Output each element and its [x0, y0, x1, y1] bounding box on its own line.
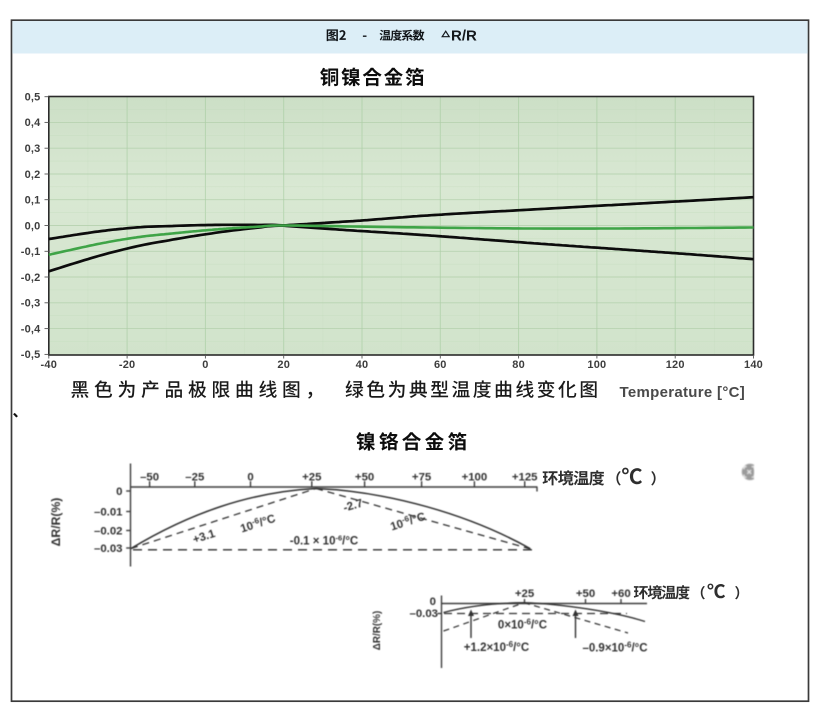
svg-text:–0.02: –0.02 — [94, 526, 123, 538]
svg-text:+75: +75 — [412, 472, 432, 484]
svg-text:-0,4: -0,4 — [21, 323, 41, 335]
svg-text:0,1: 0,1 — [25, 195, 41, 207]
svg-text:–0.03: –0.03 — [94, 543, 123, 555]
svg-text:–0.01: –0.01 — [94, 507, 123, 519]
svg-text:-2.7: -2.7 — [342, 498, 364, 515]
svg-text:40: 40 — [356, 359, 369, 371]
svg-text:60: 60 — [434, 359, 447, 371]
svg-text:–0.03: –0.03 — [409, 608, 438, 620]
svg-text:–0.9×10-6/°C: –0.9×10-6/°C — [582, 641, 647, 655]
svg-text:0: 0 — [430, 596, 436, 608]
svg-text:+125: +125 — [512, 472, 538, 484]
svg-text:-20: -20 — [119, 359, 136, 371]
svg-text:-0,3: -0,3 — [21, 298, 41, 310]
svg-text:0: 0 — [202, 359, 208, 371]
svg-text:–50: –50 — [140, 472, 159, 484]
svg-text:-0,5: -0,5 — [21, 349, 41, 361]
svg-text:-40: -40 — [41, 359, 58, 371]
svg-text:+50: +50 — [576, 588, 595, 600]
svg-text:R/R: R/R — [451, 27, 477, 44]
svg-text:20: 20 — [277, 359, 290, 371]
svg-text:-0,2: -0,2 — [21, 272, 41, 284]
svg-text:+100: +100 — [462, 472, 488, 484]
svg-text:-0.1 × 10-6/°C: -0.1 × 10-6/°C — [290, 534, 359, 548]
svg-text:0×10-6/°C: 0×10-6/°C — [498, 618, 547, 632]
svg-text:Temperature [°C]: Temperature [°C] — [620, 384, 746, 401]
svg-text:120: 120 — [666, 359, 685, 371]
svg-text:-0,1: -0,1 — [21, 246, 41, 258]
svg-text:0: 0 — [116, 486, 122, 498]
svg-text:140: 140 — [744, 359, 763, 371]
svg-text:–25: –25 — [185, 472, 205, 484]
svg-text:+1.2×10-6/°C: +1.2×10-6/°C — [464, 640, 529, 654]
svg-text:+25: +25 — [515, 588, 535, 600]
svg-text:0,0: 0,0 — [25, 220, 41, 232]
svg-text:+60: +60 — [611, 588, 630, 600]
svg-text:0,5: 0,5 — [25, 92, 41, 104]
svg-text:100: 100 — [587, 359, 606, 371]
svg-text:ΔR/R(%): ΔR/R(%) — [49, 498, 63, 547]
svg-text:0,2: 0,2 — [25, 169, 41, 181]
svg-text:80: 80 — [512, 359, 525, 371]
svg-text:ΔR/R(%): ΔR/R(%) — [372, 611, 383, 650]
svg-text:+50: +50 — [355, 472, 374, 484]
svg-text:0,4: 0,4 — [25, 117, 42, 129]
svg-text:+25: +25 — [302, 472, 322, 484]
svg-text:0: 0 — [247, 472, 253, 484]
svg-text:0,3: 0,3 — [25, 143, 41, 155]
